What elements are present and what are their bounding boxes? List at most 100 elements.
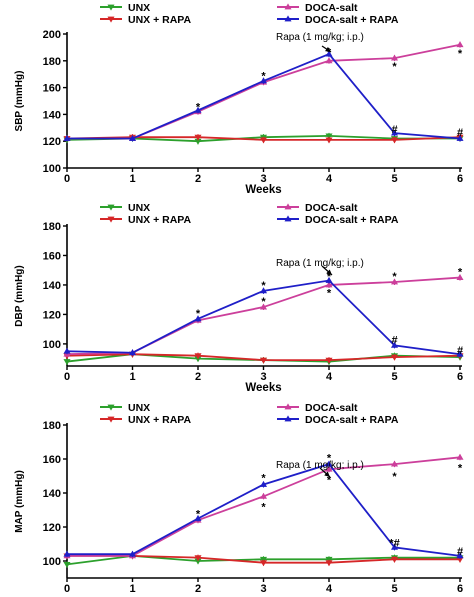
data-point-doca — [325, 465, 333, 472]
significance-mark: * — [261, 473, 266, 485]
data-point-doca_rapa — [456, 552, 464, 559]
x-tick-label: 3 — [260, 583, 266, 592]
x-tick-label: 4 — [326, 173, 333, 185]
x-tick-label: 6 — [457, 583, 463, 592]
legend-label-unx_rapa: UNX + RAPA — [128, 214, 192, 226]
legend-marker-unx_rapa — [107, 416, 115, 423]
y-tick-label: 120 — [43, 136, 61, 148]
x-tick-label: 2 — [195, 173, 201, 185]
significance-mark: # — [391, 334, 397, 346]
data-point-doca — [390, 54, 399, 61]
legend-marker-unx — [107, 4, 115, 11]
series-line-doca — [67, 43, 461, 140]
x-tick-label: 4 — [326, 371, 333, 383]
data-point-doca_rapa — [390, 129, 399, 136]
data-point-doca_rapa — [128, 134, 137, 141]
legend-label-unx: UNX — [128, 202, 150, 214]
significance-mark: * — [261, 71, 266, 83]
x-tick-label: 5 — [391, 583, 397, 592]
significance-mark: * — [392, 61, 397, 73]
y-tick-label: 180 — [43, 56, 61, 68]
data-point-unx_rapa — [390, 556, 399, 563]
data-point-unx_rapa — [194, 555, 202, 562]
x-tick-label: 2 — [195, 583, 201, 592]
significance-mark: * — [261, 296, 266, 308]
data-point-unx_rapa — [325, 357, 333, 364]
x-tick-label: 0 — [64, 173, 70, 185]
y-tick-label: 160 — [43, 250, 61, 262]
data-point-doca — [325, 57, 333, 64]
x-tick-label: 2 — [195, 371, 201, 383]
legend-label-unx: UNX — [128, 2, 150, 14]
y-tick-label: 200 — [43, 29, 61, 41]
y-tick-label: 140 — [43, 488, 61, 500]
significance-mark: * — [392, 471, 397, 483]
legend-marker-unx_rapa — [107, 16, 115, 23]
legend-label-doca_rapa: DOCA-salt + RAPA — [305, 14, 399, 26]
data-point-doca — [456, 453, 464, 460]
y-tick-label: 160 — [43, 83, 61, 95]
legend-marker-unx_rapa — [107, 216, 115, 223]
data-point-doca_rapa — [456, 350, 464, 357]
data-point-doca_rapa — [128, 550, 137, 557]
rapa-annotation: Rapa (1 mg/kg; i.p.) — [276, 32, 364, 43]
data-point-doca_rapa — [63, 347, 71, 354]
data-point-doca — [456, 273, 464, 280]
legend-marker-doca_rapa — [284, 15, 292, 22]
data-point-unx_rapa — [194, 134, 202, 141]
significance-mark: *# — [389, 537, 399, 549]
significance-mark: # — [391, 124, 397, 136]
legend-marker-doca — [284, 403, 292, 410]
rapa-annotation: Rapa (1 mg/kg; i.p.) — [276, 258, 364, 269]
legend-marker-unx — [107, 404, 115, 411]
significance-mark: # — [457, 546, 463, 558]
x-axis-label: Weeks — [245, 184, 281, 196]
data-point-doca_rapa — [194, 315, 202, 322]
y-axis-label: MAP (mmHg) — [14, 470, 25, 533]
legend-label-unx_rapa: UNX + RAPA — [128, 14, 192, 26]
legend-label-doca_rapa: DOCA-salt + RAPA — [305, 414, 399, 426]
x-tick-label: 6 — [457, 371, 463, 383]
data-point-unx_rapa — [325, 137, 333, 144]
data-point-doca_rapa — [390, 341, 399, 348]
x-tick-label: 3 — [260, 371, 266, 383]
significance-mark: * — [261, 280, 266, 292]
data-point-doca — [390, 460, 399, 467]
x-axis-label: Weeks — [245, 382, 281, 394]
y-tick-label: 100 — [43, 339, 61, 351]
data-point-doca_rapa — [259, 77, 268, 84]
significance-mark: * — [196, 308, 201, 320]
legend-label-doca_rapa: DOCA-salt + RAPA — [305, 214, 399, 226]
data-point-doca_rapa — [325, 276, 333, 283]
x-tick-label: 6 — [457, 173, 463, 185]
x-tick-label: 1 — [129, 173, 135, 185]
data-point-unx_rapa — [259, 137, 268, 144]
data-point-doca_rapa — [390, 543, 399, 550]
significance-mark: * — [327, 46, 332, 58]
data-point-unx_rapa — [259, 560, 268, 567]
x-tick-label: 0 — [64, 583, 70, 592]
legend-label-doca: DOCA-salt — [305, 402, 358, 414]
significance-mark: * — [327, 474, 332, 486]
y-axis-label: DBP (mmHg) — [14, 265, 25, 326]
data-point-unx_rapa — [194, 353, 202, 360]
data-point-unx — [63, 359, 71, 366]
significance-mark: * — [196, 508, 201, 520]
data-point-doca — [456, 41, 464, 48]
y-tick-label: 140 — [43, 280, 61, 292]
x-tick-label: 0 — [64, 371, 70, 383]
significance-mark: * — [458, 267, 463, 279]
data-point-unx — [63, 561, 71, 568]
data-point-doca_rapa — [325, 460, 333, 467]
significance-mark: * — [327, 452, 332, 464]
data-point-doca — [325, 281, 333, 288]
legend-marker-doca — [284, 203, 292, 210]
data-point-unx_rapa — [390, 354, 399, 361]
data-point-doca — [390, 278, 399, 285]
x-tick-label: 5 — [391, 173, 397, 185]
annotation-arrow-head — [324, 471, 330, 477]
